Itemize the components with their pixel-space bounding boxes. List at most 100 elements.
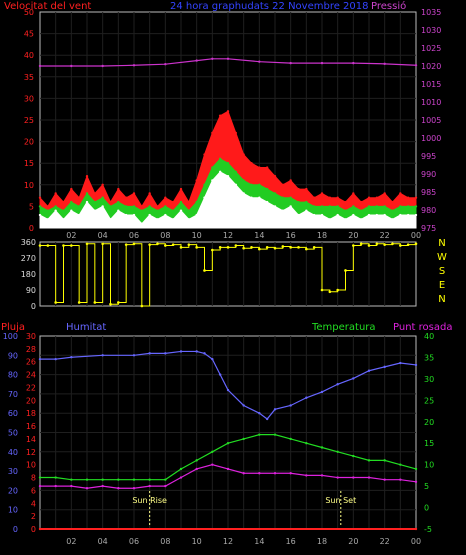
temperature-point	[101, 478, 104, 481]
direction-y-tick-label: 90	[26, 286, 36, 295]
pressure-point	[195, 59, 198, 62]
temperature-y-tick-label: 25	[424, 396, 434, 405]
temperature-x-tick-label: 10	[192, 537, 202, 546]
pressure-point	[289, 61, 292, 65]
wind-x-tick-label: 04	[98, 231, 108, 240]
rain-y-tick-label: 22	[26, 383, 36, 392]
wind-series	[38, 57, 418, 229]
wind-x-tick-label: 12	[223, 231, 233, 240]
direction-point	[164, 244, 167, 247]
pressure-point	[38, 64, 42, 68]
speed-point	[195, 213, 198, 217]
humidity-y-tick-label: 10	[8, 506, 18, 515]
humidity-point	[211, 357, 214, 361]
temperature-legend-label: Temperatura	[311, 322, 376, 333]
avg-point	[312, 205, 316, 208]
direction-point	[265, 246, 269, 249]
pressure-point	[258, 60, 261, 63]
dewpoint-point	[85, 487, 89, 490]
speed-point	[312, 213, 316, 217]
gust-point	[124, 196, 128, 199]
direction-point	[117, 301, 120, 304]
wind-x-tick-label: 18	[317, 231, 327, 240]
avg-point	[226, 162, 230, 165]
wind-x-tick-label: 02	[66, 231, 76, 240]
gust-point	[101, 183, 104, 186]
avg-point	[242, 179, 245, 182]
gust-point	[62, 200, 65, 204]
direction-point	[414, 242, 418, 246]
gust-point	[132, 192, 136, 195]
gust-point	[344, 200, 347, 204]
humidity-y-tick-label: 80	[8, 371, 18, 380]
direction-point	[258, 247, 261, 251]
temperature-point	[179, 467, 183, 471]
gust-point	[179, 187, 183, 191]
rain-y-tick-label: 26	[26, 358, 36, 367]
direction-point	[234, 244, 238, 247]
direction-point	[352, 244, 355, 247]
direction-point	[211, 248, 214, 252]
humidity-y-tick-label: 90	[8, 351, 18, 360]
wind-y-ticks: 0 5 10 15 20 25 30 35 40 45 50	[24, 8, 34, 233]
temperature-point	[367, 459, 371, 462]
gust-point	[195, 179, 198, 182]
gust-point	[320, 192, 324, 195]
dewpoint-point	[289, 472, 292, 475]
speed-point	[336, 213, 339, 217]
gust-point	[117, 187, 120, 191]
gust-point	[242, 153, 245, 156]
humidity-point	[179, 350, 183, 353]
avg-point	[101, 196, 104, 199]
gust-point	[375, 196, 379, 199]
speed-point	[359, 218, 363, 221]
gust-point	[218, 114, 222, 117]
rain-y-tick-label: 6	[31, 486, 36, 495]
speed-point	[124, 213, 128, 217]
rain-y-tick-label: 20	[26, 396, 36, 405]
speed-point	[328, 218, 332, 221]
direction-point	[375, 242, 379, 246]
direction-point	[101, 242, 104, 246]
gust-point	[148, 192, 151, 195]
humidity-y-ticks: 0 10 20 30 40 50 60 70 80 90 100	[3, 332, 18, 534]
gust-point	[77, 196, 81, 199]
dewpoint-point	[54, 484, 57, 488]
avg-point	[234, 170, 238, 174]
humidity-point	[54, 357, 57, 361]
temperature-x-tick-label: 16	[286, 537, 296, 546]
avg-point	[359, 209, 363, 212]
sun-annotation-label: Sun Rise	[132, 496, 167, 505]
pressure-y-tick-label: 980	[421, 206, 436, 215]
speed-point	[132, 213, 136, 217]
direction-point	[289, 246, 292, 249]
temperature-y-tick-label: 5	[424, 482, 429, 491]
temperature-y-tick-label: 40	[424, 332, 434, 341]
avg-point	[195, 200, 198, 204]
gust-point	[250, 162, 253, 165]
temperature-point	[305, 442, 308, 445]
gust-point	[406, 196, 410, 199]
speed-point	[187, 218, 191, 221]
avg-point	[46, 209, 50, 212]
humidity-point	[226, 388, 230, 392]
gust-point	[85, 174, 89, 178]
speed-point	[38, 213, 42, 217]
humidity-point	[203, 352, 206, 355]
humidity-y-tick-label: 70	[8, 390, 18, 399]
humidity-point	[305, 396, 308, 399]
dewpoint-point	[226, 467, 230, 471]
speed-point	[383, 213, 386, 217]
avg-point	[344, 209, 347, 212]
pressure-y-tick-label: 1010	[421, 98, 441, 107]
direction-point	[148, 243, 151, 246]
direction-point	[187, 243, 191, 246]
speed-point	[234, 183, 238, 186]
temperature-y-tick-label: 30	[424, 375, 434, 384]
compass-label: N	[438, 238, 445, 249]
temperature-point	[352, 454, 355, 458]
gust-point	[156, 205, 159, 208]
direction-point	[226, 246, 230, 249]
dewpoint-point	[399, 478, 402, 481]
